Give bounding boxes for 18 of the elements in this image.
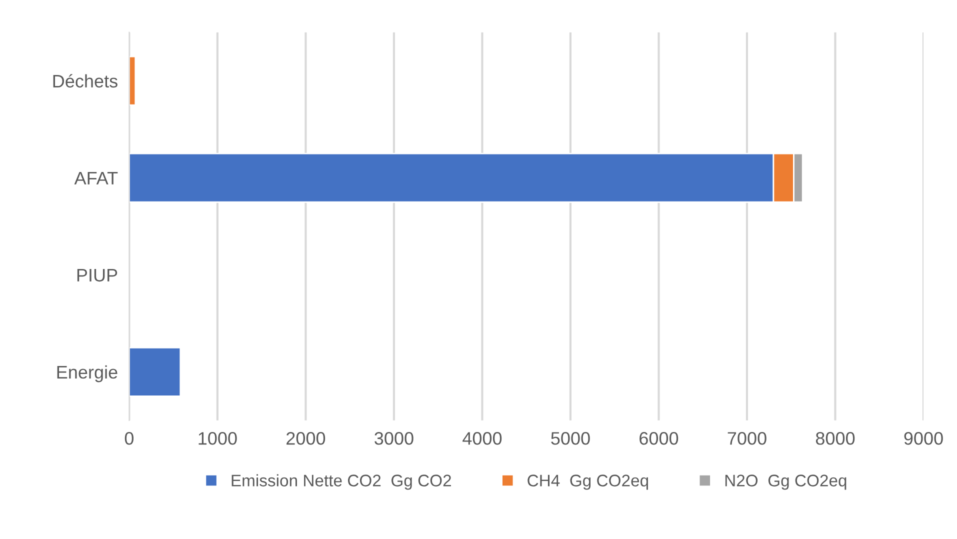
y-tick-label: Déchets bbox=[53, 74, 118, 88]
x-tick-label: 1000 bbox=[198, 432, 237, 445]
y-tick-label: PIUP bbox=[77, 269, 118, 282]
x-tick-label: 6000 bbox=[640, 432, 678, 445]
x-tick-label: 8000 bbox=[816, 432, 855, 445]
legend-label: N2O Gg CO2eq bbox=[725, 474, 846, 490]
y-tick-label: AFAT bbox=[74, 172, 118, 184]
x-tick-label: 0 bbox=[124, 432, 134, 445]
y-tick-label: Energie bbox=[57, 365, 118, 382]
x-tick-label: 4000 bbox=[462, 432, 502, 445]
legend-label: Emission Nette CO2 Gg CO2 bbox=[232, 474, 451, 490]
bar bbox=[129, 346, 182, 397]
x-tick-label: 9000 bbox=[904, 432, 943, 445]
x-tick-label: 5000 bbox=[551, 432, 590, 445]
legend-label: CH4 Gg CO2eq bbox=[528, 474, 648, 490]
x-tick-label: 3000 bbox=[374, 432, 414, 445]
x-tick-label: 7000 bbox=[728, 432, 766, 445]
x-tick-label: 2000 bbox=[286, 432, 326, 445]
